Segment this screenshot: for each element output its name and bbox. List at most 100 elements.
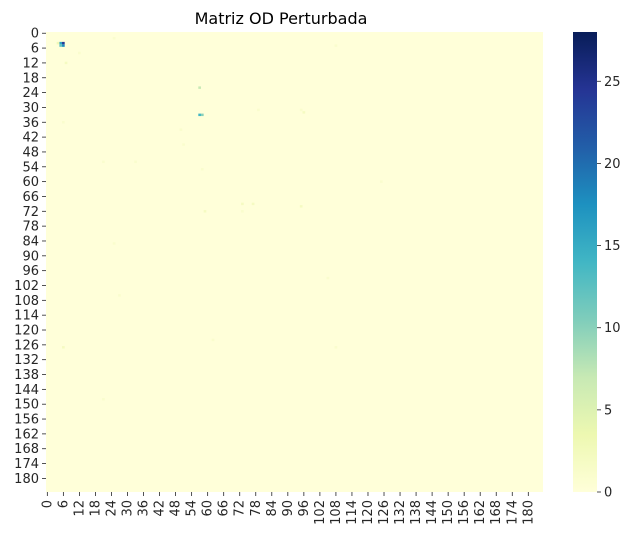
y-tick-label: 168 [14, 442, 39, 457]
y-tick-label: 132 [14, 353, 39, 368]
x-tick-label: 174 [505, 500, 520, 525]
x-tick-label: 84 [265, 500, 280, 517]
heatmap-cell [241, 210, 244, 213]
y-tick-label: 18 [22, 71, 39, 86]
x-tick-label: 48 [169, 500, 184, 517]
y-tick-label: 108 [14, 294, 39, 309]
colorbar-tick-label: 25 [604, 75, 621, 90]
heatmap-cell [112, 36, 116, 40]
heatmap-cell [78, 51, 81, 55]
chart-title: Matriz OD Perturbada [195, 9, 368, 28]
x-tick-label: 30 [120, 500, 135, 517]
y-tick-label: 48 [22, 145, 39, 160]
y-tick-label: 78 [22, 220, 39, 235]
heatmap-cell [302, 111, 306, 114]
y-tick-label: 84 [22, 234, 39, 249]
x-tick-label: 72 [233, 500, 248, 517]
x-tick-label: 102 [313, 500, 328, 525]
x-tick-label: 78 [249, 500, 264, 517]
y-tick-label: 174 [14, 457, 39, 472]
heatmap-background [46, 32, 543, 492]
heatmap-cell [112, 242, 116, 245]
heatmap-cell [102, 398, 105, 401]
x-tick-label: 6 [56, 500, 71, 508]
x-axis: 0 6 12 18 24 30 36 42 48 54 60 66 72 78 84 90 96 102 108 11… [40, 492, 536, 525]
x-tick-label: 54 [185, 500, 200, 517]
heatmap-cell [134, 160, 137, 164]
y-tick-label: 6 [31, 42, 39, 57]
y-tick-label: 150 [14, 398, 39, 413]
colorbar [573, 32, 597, 492]
x-tick-label: 120 [361, 500, 376, 525]
heatmap-cell [182, 143, 185, 146]
x-tick-label: 162 [473, 500, 488, 525]
heatmap-cell [241, 202, 244, 206]
heatmap-cell [299, 205, 303, 208]
heatmap-cell [200, 168, 204, 171]
y-tick-label: 72 [22, 205, 39, 220]
y-tick-label: 114 [14, 309, 39, 324]
heatmap-cell [198, 113, 201, 117]
heatmap-cell [299, 108, 303, 112]
colorbar-tick-label: 10 [604, 321, 621, 336]
x-tick-label: 42 [153, 500, 168, 517]
heatmap-cell [59, 41, 63, 45]
heatmap-cell [62, 346, 65, 349]
y-tick-label: 180 [14, 472, 39, 487]
y-tick-label: 90 [22, 249, 39, 264]
x-tick-label: 180 [521, 500, 536, 525]
y-tick-label: 36 [22, 116, 39, 131]
x-tick-label: 12 [72, 500, 87, 517]
y-tick-label: 54 [22, 160, 39, 175]
heatmap-cell [59, 44, 63, 47]
heatmap-cell [257, 108, 260, 112]
heatmap-cell [326, 276, 330, 280]
y-axis: 0612182430364248546066727884909610210811… [14, 27, 46, 487]
x-tick-label: 150 [441, 500, 456, 525]
heatmap-cell [251, 202, 255, 206]
heatmap-cell [64, 61, 68, 65]
y-tick-label: 0 [31, 27, 39, 42]
y-tick-label: 30 [22, 101, 39, 116]
heatmap-cell [203, 210, 207, 213]
heatmap-cell [334, 44, 338, 47]
colorbar-tick-label: 15 [604, 239, 621, 254]
x-tick-label: 96 [297, 500, 312, 517]
y-tick-label: 162 [14, 427, 39, 442]
x-tick-label: 0 [40, 500, 55, 508]
y-tick-label: 42 [22, 131, 39, 146]
colorbar-tick-label: 20 [604, 157, 621, 172]
colorbar-tick-label: 0 [604, 486, 612, 501]
x-tick-label: 90 [281, 500, 296, 517]
y-tick-label: 96 [22, 264, 39, 279]
heatmap-cell [211, 338, 215, 342]
x-tick-label: 168 [489, 500, 504, 525]
heatmap-cell [198, 86, 201, 89]
y-tick-label: 126 [14, 338, 39, 353]
heatmap-cell [56, 41, 60, 45]
x-tick-label: 114 [345, 500, 360, 525]
heatmap-zero-area [46, 32, 543, 492]
x-tick-label: 36 [137, 500, 152, 517]
heatmap-cell [62, 121, 65, 124]
heatmap-cells [56, 36, 383, 401]
heatmap-cell [179, 128, 183, 131]
x-tick-label: 24 [104, 500, 119, 517]
y-tick-label: 60 [22, 175, 39, 190]
x-tick-label: 60 [201, 500, 216, 517]
heatmap-cell [380, 180, 383, 183]
y-tick-label: 120 [14, 324, 39, 339]
y-tick-label: 102 [14, 279, 39, 294]
x-tick-label: 138 [409, 500, 424, 525]
y-tick-label: 156 [14, 413, 39, 428]
y-tick-label: 12 [22, 56, 39, 71]
heatmap-cell [62, 41, 65, 45]
heatmap-cell [200, 113, 204, 117]
y-tick-label: 66 [22, 190, 39, 205]
x-tick-label: 132 [393, 500, 408, 525]
x-tick-label: 18 [88, 500, 103, 517]
x-tick-label: 126 [377, 500, 392, 525]
y-tick-label: 144 [14, 383, 39, 398]
colorbar-axis: 0 5 10 15 20 25 [597, 75, 621, 501]
